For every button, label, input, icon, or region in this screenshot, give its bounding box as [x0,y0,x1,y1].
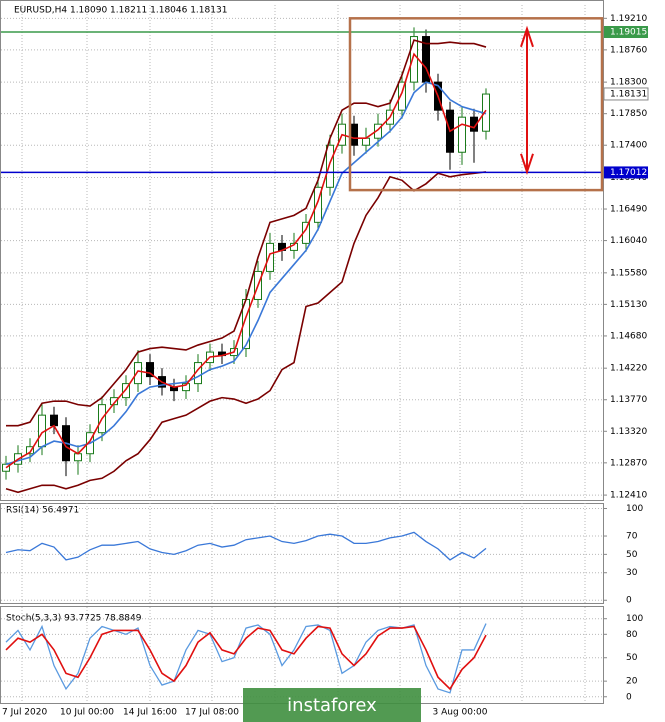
y-tick-label: 1.13320 [610,427,647,437]
line-series [6,39,487,427]
candle-body [362,137,370,146]
line-series [5,81,487,466]
candle-body [74,453,82,462]
candle-body [146,362,154,378]
y-tick-label: 1.17400 [610,141,647,151]
rsi-panel [0,503,604,604]
y-tick-label: 1.19210 [610,14,647,24]
y-tick-label: 1.16040 [610,236,647,246]
y-tick-label: 1.17850 [610,109,647,119]
zone-box [348,17,604,192]
rsi-title: RSI(14) 56.4971 [6,506,79,516]
last-price-box [603,87,649,101]
y-tick-label: 50 [626,653,638,663]
y-tick-label: 1.12870 [610,458,647,468]
candle-body [326,144,334,188]
y-tick-label: 0 [626,596,632,606]
candle-body [110,397,118,406]
line-series [5,171,487,494]
y-tick-label: 20 [626,677,638,687]
y-tick-label: 1.15580 [610,268,647,278]
candle-body [26,446,34,455]
candle-body [50,414,58,427]
y-tick-label: 100 [626,614,643,624]
y-tick-label: 100 [626,504,643,514]
y-tick-label: 1.18760 [610,45,647,55]
line-series [5,531,487,561]
last-price-label: 1.18131 [610,89,647,99]
y-tick-label: 1.14220 [610,364,647,374]
candle-body [266,242,274,272]
candle-body [398,81,406,111]
y-tick-label: 0 [626,692,632,702]
candle-body [314,186,322,223]
y-tick-label: 1.18300 [610,78,647,88]
x-tick-label: 10 Jul 00:00 [60,708,114,718]
x-tick-label: 14 Jul 16:00 [123,708,177,718]
watermark: instaforex [287,695,377,716]
candle-body [458,116,466,153]
price-panel [0,0,604,501]
y-tick-label: 30 [626,568,638,578]
level-label: 1.17012 [610,168,647,178]
y-tick-label: 50 [626,550,638,560]
watermark-box [243,688,421,722]
level-label: 1.19015 [610,27,647,37]
chart-title: EURUSD,H4 1.18090 1.18211 1.18046 1.1813… [14,6,227,16]
y-tick-label: 1.15130 [610,300,647,310]
candle-body [134,362,142,385]
arrow-head [520,153,534,176]
y-tick-label: 80 [626,630,638,640]
y-tick-label: 1.14680 [610,331,647,341]
level-label-box [604,166,648,179]
x-tick-label: 17 Jul 08:00 [185,708,239,718]
y-tick-label: 70 [626,532,638,542]
line-series [5,625,487,691]
level-label-box [604,25,648,38]
line-series [5,623,487,694]
x-tick-label: 3 Aug 00:00 [433,708,488,718]
y-tick-label: 1.16490 [610,205,647,215]
candle-body [182,383,190,392]
line-series [5,52,487,469]
candle-body [374,123,382,139]
candle-body [122,383,130,399]
y-tick-label: 1.12410 [610,491,647,501]
candle-body [470,116,478,132]
x-tick-label: 7 Jul 2020 [2,708,47,718]
arrow-head [520,25,534,48]
y-tick-label: 1.13770 [610,395,647,405]
candle-body [350,123,358,146]
